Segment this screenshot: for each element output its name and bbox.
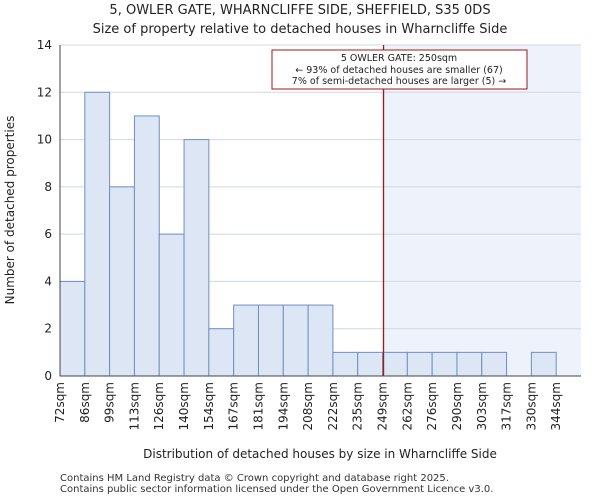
y-axis-label: Number of detached properties (3, 116, 17, 305)
chart-subtitle: Size of property relative to detached ho… (93, 22, 508, 37)
x-tick-label: 86sqm (78, 382, 92, 423)
y-tick-label: 8 (44, 180, 52, 194)
chart-title: 5, OWLER GATE, WHARNCLIFFE SIDE, SHEFFIE… (109, 3, 490, 18)
bar (158, 233, 185, 377)
marker-title: 5 OWLER GATE: 250sqm (341, 53, 457, 64)
bars (59, 91, 557, 377)
marker-larger-text: 7% of semi-detached houses are larger (5… (292, 76, 506, 87)
y-tick-label: 14 (37, 38, 52, 52)
bar (183, 139, 210, 377)
x-tick-label: 222sqm (326, 382, 340, 430)
marker-annotation-box (271, 49, 528, 90)
x-tick-label: 140sqm (177, 382, 191, 430)
bar (282, 304, 309, 377)
x-tick-label: 194sqm (276, 382, 290, 430)
bar (406, 351, 433, 377)
bar (332, 351, 359, 377)
bar (456, 351, 483, 377)
x-tick-label: 249sqm (376, 382, 390, 430)
bar (431, 351, 458, 377)
y-tick-label: 10 (37, 133, 52, 147)
bar (357, 351, 384, 377)
x-axis-label: Distribution of detached houses by size … (143, 447, 497, 461)
y-tick-label: 2 (44, 322, 52, 336)
bar (481, 351, 508, 377)
x-tick-label: 317sqm (500, 382, 514, 430)
footer-copyright: Contains HM Land Registry data © Crown c… (60, 473, 449, 484)
x-tick-label: 235sqm (351, 382, 365, 430)
x-tick-label: 303sqm (475, 382, 489, 430)
bar (84, 91, 111, 377)
marker-smaller-text: ← 93% of detached houses are smaller (67… (295, 65, 502, 76)
x-tick-label: 126sqm (152, 382, 166, 430)
bar (109, 186, 135, 377)
plot-background (382, 45, 581, 376)
y-tick-label: 12 (37, 85, 52, 99)
bar (59, 280, 86, 377)
x-tick-label: 72sqm (53, 382, 67, 423)
x-tick-label: 344sqm (549, 382, 563, 430)
y-tick-label: 0 (44, 369, 52, 383)
bar (382, 351, 408, 377)
y-tick-label: 4 (44, 274, 52, 288)
x-tick-label: 181sqm (251, 382, 265, 430)
x-tick-label: 208sqm (301, 382, 315, 430)
bar (530, 351, 557, 377)
bar (208, 328, 235, 377)
bar (233, 304, 259, 377)
x-tick-label: 154sqm (202, 382, 216, 430)
property-marker: 5 OWLER GATE: 250sqm← 93% of detached ho… (271, 45, 528, 376)
bar (133, 115, 160, 377)
x-tick-label: 330sqm (524, 382, 538, 430)
x-tick-label: 276sqm (425, 382, 439, 430)
x-tick-label: 262sqm (400, 382, 414, 430)
bar (257, 304, 284, 377)
y-tick-label: 6 (44, 227, 52, 241)
x-tick-label: 113sqm (127, 382, 141, 430)
x-tick-label: 99sqm (103, 382, 117, 423)
bar (307, 304, 334, 377)
x-tick-label: 290sqm (450, 382, 464, 430)
x-tick-label: 167sqm (227, 382, 241, 430)
axes: 0 2 4 6 8 10 12 14 72sqm 86sqm 99sqm 113sqm 126sqm 14… (37, 38, 581, 430)
highlight-region (382, 45, 581, 376)
footer-licence: Contains public sector information licen… (60, 484, 494, 495)
